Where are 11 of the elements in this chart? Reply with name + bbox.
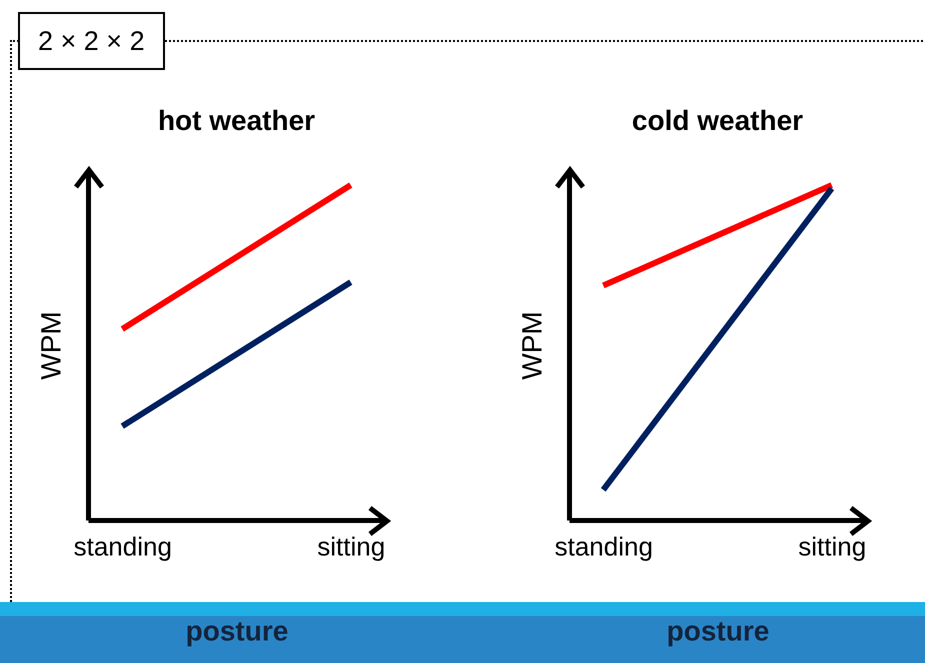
chart-title: hot weather — [158, 105, 316, 136]
x-axis-title: posture — [666, 616, 770, 646]
x-tick-label: standing — [74, 532, 172, 562]
x-tick-label: standing — [554, 532, 653, 562]
x-tick-label: sitting — [798, 532, 866, 562]
x-axis-title: posture — [186, 616, 288, 646]
y-axis-title: WPM — [516, 311, 548, 380]
text: 2 × 2 × 2 — [18, 12, 165, 70]
chart-title: cold weather — [632, 105, 804, 136]
y-axis-title: WPM — [36, 311, 66, 380]
x-tick-label: sitting — [317, 532, 386, 562]
